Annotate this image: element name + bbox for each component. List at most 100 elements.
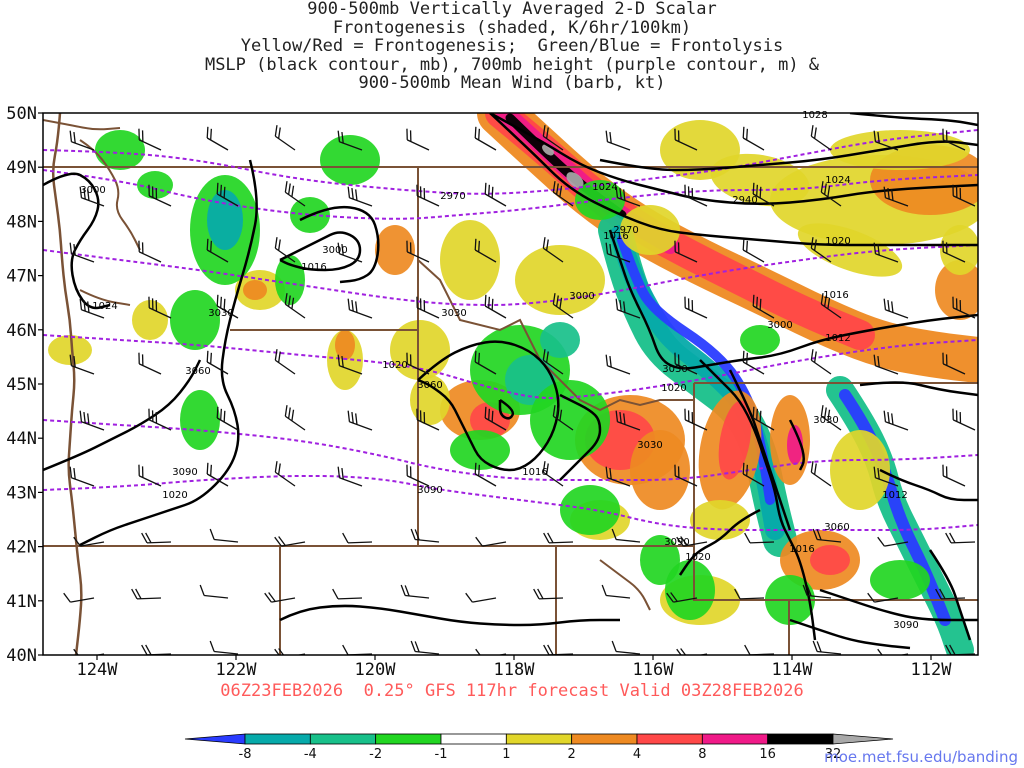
barb-flag	[332, 588, 339, 600]
wind-barb	[337, 242, 363, 263]
barb-flag	[873, 130, 877, 142]
contour-label-text: 1012	[882, 490, 907, 501]
barb-flag	[274, 461, 278, 473]
barb-flag	[145, 532, 152, 544]
wind-barb	[742, 462, 765, 487]
barb-flag	[543, 532, 550, 544]
wind-barb	[138, 464, 162, 487]
barb-flag	[687, 410, 690, 422]
barb-flag	[475, 648, 483, 655]
shading-blob	[660, 120, 740, 180]
wind-barb	[141, 532, 172, 544]
mslp-contour-line	[678, 508, 761, 576]
barb-staff	[940, 597, 966, 600]
barb-flag	[409, 242, 412, 254]
barb-flag	[945, 644, 952, 655]
shading-blob	[870, 560, 930, 600]
contour-label-text: 2940	[732, 195, 757, 206]
wind-barb	[684, 296, 708, 319]
barb-flag	[199, 584, 205, 596]
barb-flag	[69, 242, 73, 254]
barb-flag	[802, 584, 808, 596]
wind-barb	[752, 182, 775, 207]
barb-staff	[617, 421, 641, 431]
barb-flag	[559, 297, 563, 309]
contour-label-text: 3060	[824, 522, 849, 533]
wind-barb	[216, 294, 239, 319]
shading-blob	[830, 430, 890, 510]
mslp-contours	[43, 113, 978, 650]
wind-barb	[69, 354, 95, 375]
barb-flag	[537, 588, 544, 600]
contour-label-text: 1016	[522, 467, 547, 478]
barb-flag	[155, 188, 158, 200]
barb-flag	[87, 189, 90, 201]
barb-staff	[874, 597, 899, 603]
barb-flag	[873, 466, 877, 478]
barb-flag	[141, 130, 144, 142]
wind-barb	[347, 410, 373, 431]
barb-staff	[942, 475, 966, 487]
lon-label: 114W	[772, 660, 814, 680]
barb-flag	[351, 411, 354, 424]
barb-flag	[414, 529, 420, 541]
wind-barb	[416, 408, 440, 431]
barb-flag	[141, 532, 148, 544]
barb-staff	[206, 249, 229, 263]
barb-flag	[619, 411, 622, 424]
lon-label: 116W	[633, 660, 675, 680]
mslp-contour-line	[43, 359, 202, 472]
colorbar-label: 2	[568, 747, 576, 762]
height-contours-700mb	[43, 129, 978, 532]
barb-flag	[355, 413, 358, 425]
barb-staff	[810, 359, 832, 375]
colorbar-segment	[309, 733, 377, 745]
barb-flag	[759, 186, 762, 199]
contour-label-text: 3060	[185, 366, 210, 377]
wind-barb	[615, 186, 641, 207]
wind-barb	[131, 588, 162, 600]
barb-flag	[677, 466, 680, 478]
barb-staff	[482, 541, 507, 547]
barb-flag	[742, 350, 745, 363]
barb-flag	[945, 532, 952, 544]
wind-barb	[615, 410, 641, 431]
wind-barb	[812, 528, 842, 543]
barb-flag	[955, 410, 958, 422]
barb-flag	[341, 355, 344, 368]
barb-staff	[416, 195, 440, 207]
wind-barb	[883, 186, 909, 207]
barb-staff	[542, 359, 564, 375]
barb-staff	[820, 303, 842, 319]
barb-flag	[268, 592, 276, 602]
barb-staff	[885, 421, 909, 431]
wind-barb	[742, 350, 765, 375]
barb-flag	[210, 128, 212, 141]
barb-flag	[138, 128, 140, 140]
barb-flag	[734, 588, 741, 600]
height-label: 3090	[172, 467, 197, 478]
barb-flag	[474, 462, 477, 475]
wind-barb	[533, 588, 564, 600]
barb-flag	[744, 532, 751, 544]
barb-flag	[465, 592, 473, 603]
barb-flag	[945, 130, 948, 142]
contour-label-text: 1020	[382, 360, 407, 371]
barb-staff	[138, 475, 162, 487]
barb-flag	[827, 297, 831, 309]
barb-staff	[552, 191, 574, 207]
barb-flag	[945, 354, 948, 366]
barb-staff	[216, 193, 239, 207]
mslp-label: 1024	[92, 301, 117, 312]
contour-label-text: 1012	[825, 333, 850, 344]
source-link[interactable]: moe.met.fsu.edu/banding	[824, 748, 1018, 766]
shading-blob	[450, 430, 510, 470]
colorbar-label: -8	[239, 747, 252, 762]
wind-barb	[942, 352, 966, 375]
barb-flag	[73, 131, 76, 144]
wind-barb	[69, 466, 95, 487]
mslp-contour-line	[279, 231, 362, 272]
wind-barb	[666, 592, 698, 603]
contour-label-text: 3030	[208, 308, 233, 319]
